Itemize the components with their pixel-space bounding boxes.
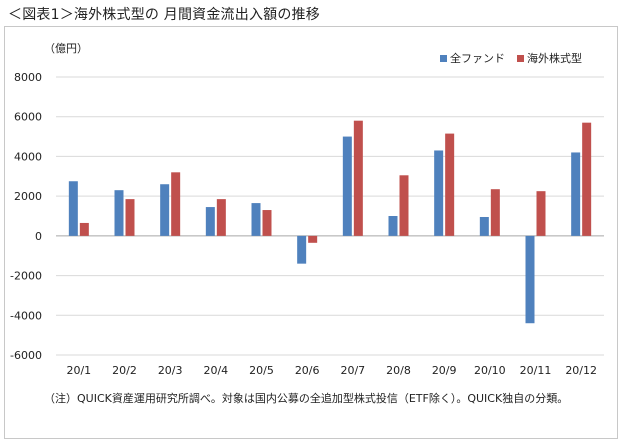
- bar-foreign-equity: [445, 133, 455, 236]
- x-tick-label: 20/3: [158, 364, 183, 377]
- x-tick-label: 20/10: [474, 364, 506, 377]
- bar-foreign-equity: [79, 222, 89, 236]
- x-tick-label: 20/8: [386, 364, 411, 377]
- x-tick-label: 20/7: [340, 364, 365, 377]
- bar-foreign-equity: [171, 172, 181, 236]
- bar-foreign-equity: [216, 199, 226, 236]
- bar-all-funds: [342, 136, 352, 236]
- x-tick-label: 20/9: [432, 364, 457, 377]
- x-tick-label: 20/6: [295, 364, 320, 377]
- y-tick-label: -6000: [10, 349, 42, 362]
- x-tick-label: 20/2: [112, 364, 137, 377]
- x-tick-label: 20/11: [520, 364, 552, 377]
- bar-foreign-equity: [582, 122, 592, 236]
- x-tick-label: 20/4: [203, 364, 228, 377]
- bar-all-funds: [525, 235, 535, 324]
- bar-all-funds: [434, 150, 444, 236]
- bar-all-funds: [68, 181, 78, 236]
- bar-all-funds: [479, 216, 489, 236]
- y-tick-label: 4000: [14, 150, 42, 163]
- y-tick-label: 6000: [14, 111, 42, 124]
- y-tick-label: 0: [35, 230, 42, 243]
- footnote: （注）QUICK資産運用研究所調べ。対象は国内公募の全追加型株式投信（ETF除く…: [44, 392, 569, 405]
- bar-foreign-equity: [399, 175, 409, 236]
- legend-swatch-all-funds: [440, 54, 447, 62]
- bar-foreign-equity: [308, 235, 318, 243]
- bar-foreign-equity: [262, 210, 272, 236]
- bar-foreign-equity: [536, 191, 546, 236]
- legend-label-foreign-equity: 海外株式型: [527, 52, 582, 65]
- x-tick-label: 20/12: [565, 364, 597, 377]
- bar-foreign-equity: [490, 189, 500, 236]
- x-tick-label: 20/1: [66, 364, 91, 377]
- bar-all-funds: [571, 152, 581, 236]
- y-tick-label: -2000: [10, 270, 42, 283]
- y-unit-label: （億円）: [44, 42, 88, 55]
- bar-all-funds: [388, 216, 398, 236]
- x-tick-label: 20/5: [249, 364, 274, 377]
- legend-swatch-foreign-equity: [517, 54, 524, 62]
- chart-frame: [4, 26, 618, 439]
- y-tick-label: 8000: [14, 71, 42, 84]
- bar-foreign-equity: [125, 199, 135, 236]
- legend: 全ファンド 海外株式型: [440, 50, 582, 66]
- bar-all-funds: [297, 235, 307, 264]
- bar-all-funds: [205, 207, 215, 236]
- legend-label-all-funds: 全ファンド: [450, 52, 505, 65]
- bar-all-funds: [114, 190, 124, 236]
- chart-title: ＜図表1＞海外株式型の 月間資金流出入額の推移: [8, 7, 320, 23]
- legend-item-foreign-equity: 海外株式型: [517, 50, 582, 66]
- bar-all-funds: [160, 184, 170, 236]
- bar-all-funds: [251, 203, 261, 236]
- y-tick-label: -4000: [10, 309, 42, 322]
- y-tick-label: 2000: [14, 190, 42, 203]
- bar-foreign-equity: [353, 120, 363, 236]
- legend-item-all-funds: 全ファンド: [440, 50, 505, 66]
